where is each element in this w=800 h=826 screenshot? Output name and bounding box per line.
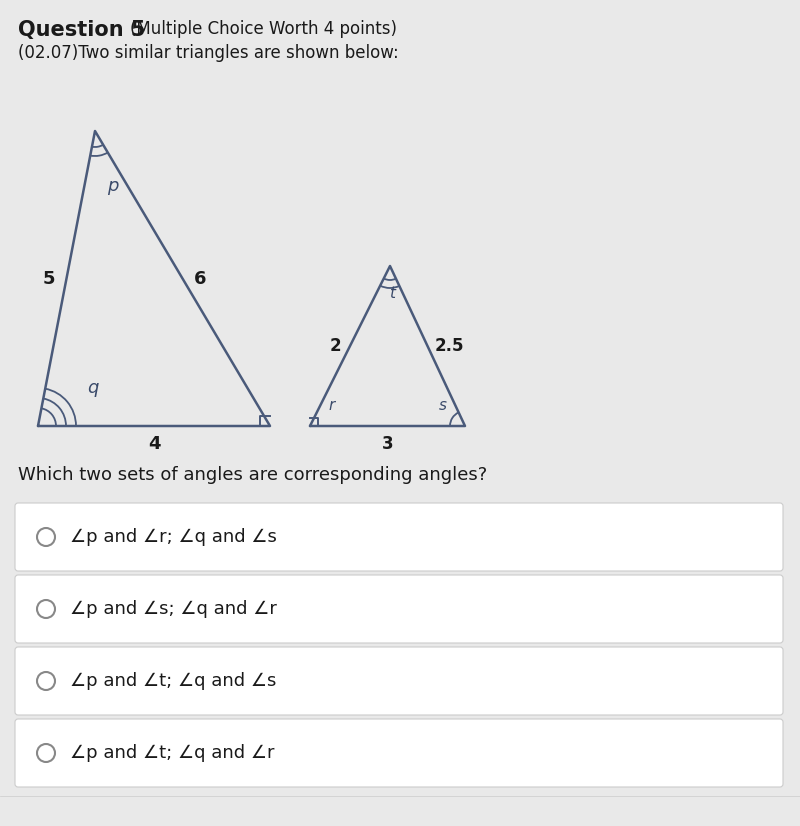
Text: (Multiple Choice Worth 4 points): (Multiple Choice Worth 4 points) bbox=[130, 20, 397, 38]
FancyBboxPatch shape bbox=[15, 503, 783, 571]
Text: p: p bbox=[107, 177, 118, 195]
Text: ∠p and ∠t; ∠q and ∠r: ∠p and ∠t; ∠q and ∠r bbox=[70, 744, 274, 762]
Text: Question 5: Question 5 bbox=[18, 20, 146, 40]
Text: t: t bbox=[389, 287, 395, 301]
Text: 5: 5 bbox=[42, 269, 54, 287]
Text: 4: 4 bbox=[148, 435, 160, 453]
Text: ∠p and ∠r; ∠q and ∠s: ∠p and ∠r; ∠q and ∠s bbox=[70, 528, 277, 546]
FancyBboxPatch shape bbox=[15, 575, 783, 643]
Text: s: s bbox=[439, 398, 447, 414]
Text: ∠p and ∠t; ∠q and ∠s: ∠p and ∠t; ∠q and ∠s bbox=[70, 672, 276, 690]
Text: Which two sets of angles are corresponding angles?: Which two sets of angles are correspondi… bbox=[18, 466, 487, 484]
FancyBboxPatch shape bbox=[15, 719, 783, 787]
Text: ∠p and ∠s; ∠q and ∠r: ∠p and ∠s; ∠q and ∠r bbox=[70, 600, 277, 618]
FancyBboxPatch shape bbox=[15, 647, 783, 715]
Text: 2.5: 2.5 bbox=[434, 337, 464, 355]
Text: 2: 2 bbox=[329, 337, 341, 355]
Text: (02.07)Two similar triangles are shown below:: (02.07)Two similar triangles are shown b… bbox=[18, 44, 398, 62]
Text: r: r bbox=[329, 398, 335, 414]
Text: q: q bbox=[87, 379, 98, 397]
Text: 3: 3 bbox=[382, 435, 394, 453]
Text: 6: 6 bbox=[194, 269, 206, 287]
